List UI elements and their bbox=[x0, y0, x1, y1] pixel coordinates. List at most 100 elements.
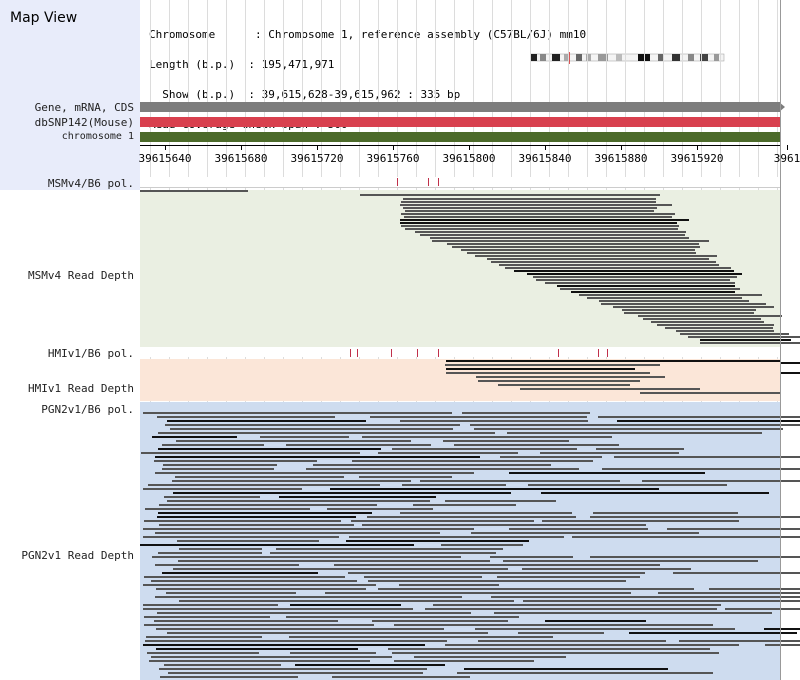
read-alignment[interactable] bbox=[533, 276, 737, 278]
read-alignment[interactable] bbox=[467, 252, 696, 254]
read-alignment[interactable] bbox=[368, 580, 626, 582]
read-alignment[interactable] bbox=[518, 632, 604, 634]
read-alignment[interactable] bbox=[399, 584, 499, 586]
read-alignment[interactable] bbox=[178, 560, 490, 562]
read-alignment[interactable] bbox=[148, 484, 380, 486]
read-alignment[interactable] bbox=[587, 297, 742, 299]
read-alignment[interactable] bbox=[145, 640, 447, 642]
read-alignment[interactable] bbox=[599, 300, 749, 302]
read-alignment[interactable] bbox=[503, 560, 758, 562]
track-gene-bar[interactable] bbox=[140, 102, 780, 112]
read-alignment[interactable] bbox=[145, 508, 310, 510]
read-alignment[interactable] bbox=[470, 424, 800, 426]
read-alignment[interactable] bbox=[394, 660, 534, 662]
read-alignment[interactable] bbox=[400, 204, 672, 206]
snp-marker[interactable] bbox=[438, 349, 439, 357]
track-chromosome-bar[interactable] bbox=[140, 132, 780, 142]
read-alignment[interactable] bbox=[400, 219, 689, 221]
read-alignment[interactable] bbox=[425, 608, 717, 610]
read-alignment[interactable] bbox=[157, 516, 356, 518]
read-alignment[interactable] bbox=[579, 294, 762, 296]
snp-marker[interactable] bbox=[598, 349, 599, 357]
read-alignment[interactable] bbox=[155, 532, 440, 534]
read-alignment[interactable] bbox=[167, 632, 488, 634]
read-alignment[interactable] bbox=[491, 596, 800, 598]
read-alignment[interactable] bbox=[464, 668, 668, 670]
read-alignment[interactable] bbox=[454, 444, 619, 446]
read-alignment[interactable] bbox=[494, 612, 772, 614]
read-alignment[interactable] bbox=[349, 536, 564, 538]
read-alignment[interactable] bbox=[651, 321, 764, 323]
read-alignment[interactable] bbox=[334, 564, 660, 566]
read-alignment[interactable] bbox=[154, 620, 338, 622]
read-alignment[interactable] bbox=[143, 584, 376, 586]
read-alignment[interactable] bbox=[143, 644, 425, 646]
read-alignment[interactable] bbox=[401, 201, 656, 203]
read-alignment[interactable] bbox=[522, 568, 691, 570]
read-alignment[interactable] bbox=[159, 524, 354, 526]
read-alignment[interactable] bbox=[413, 504, 516, 506]
snp-marker[interactable] bbox=[357, 349, 358, 357]
read-alignment[interactable] bbox=[351, 520, 534, 522]
read-alignment[interactable] bbox=[445, 364, 660, 366]
read-alignment[interactable] bbox=[593, 512, 738, 514]
read-alignment[interactable] bbox=[471, 532, 699, 534]
read-alignment[interactable] bbox=[330, 488, 659, 490]
read-alignment[interactable] bbox=[378, 452, 518, 454]
read-alignment[interactable] bbox=[490, 556, 573, 558]
read-alignment[interactable] bbox=[764, 628, 800, 630]
snp-marker[interactable] bbox=[438, 178, 439, 186]
read-alignment[interactable] bbox=[165, 424, 460, 426]
read-alignment[interactable] bbox=[400, 222, 677, 224]
read-alignment[interactable] bbox=[638, 315, 782, 317]
read-alignment[interactable] bbox=[146, 636, 262, 638]
read-alignment[interactable] bbox=[172, 480, 411, 482]
read-alignment[interactable] bbox=[498, 384, 630, 386]
read-alignment[interactable] bbox=[643, 318, 761, 320]
read-alignment[interactable] bbox=[392, 652, 719, 654]
read-alignment[interactable] bbox=[505, 267, 731, 269]
read-alignment[interactable] bbox=[359, 476, 452, 478]
read-alignment[interactable] bbox=[144, 616, 270, 618]
read-alignment[interactable] bbox=[657, 324, 774, 326]
read-alignment[interactable] bbox=[162, 444, 264, 446]
read-alignment[interactable] bbox=[405, 210, 654, 212]
read-alignment[interactable] bbox=[673, 572, 800, 574]
read-alignment[interactable] bbox=[497, 576, 640, 578]
read-alignment[interactable] bbox=[509, 472, 705, 474]
hmi-depth-panel[interactable] bbox=[140, 359, 780, 401]
read-alignment[interactable] bbox=[499, 264, 719, 266]
read-alignment[interactable] bbox=[143, 488, 302, 490]
read-alignment[interactable] bbox=[149, 660, 370, 662]
read-alignment[interactable] bbox=[154, 460, 317, 462]
read-alignment[interactable] bbox=[401, 213, 675, 215]
read-alignment[interactable] bbox=[665, 327, 773, 329]
read-alignment[interactable] bbox=[601, 303, 766, 305]
read-alignment[interactable] bbox=[144, 520, 341, 522]
read-alignment[interactable] bbox=[290, 604, 401, 606]
read-alignment[interactable] bbox=[667, 528, 800, 530]
track-dbsnp-bar[interactable] bbox=[140, 117, 780, 127]
read-alignment[interactable] bbox=[155, 596, 462, 598]
read-alignment[interactable] bbox=[152, 436, 237, 438]
read-alignment[interactable] bbox=[401, 225, 679, 227]
read-alignment[interactable] bbox=[402, 484, 506, 486]
read-alignment[interactable] bbox=[478, 380, 640, 382]
read-alignment[interactable] bbox=[400, 512, 572, 514]
read-alignment[interactable] bbox=[306, 468, 579, 470]
read-alignment[interactable] bbox=[364, 576, 482, 578]
read-alignment[interactable] bbox=[640, 392, 780, 394]
read-alignment[interactable] bbox=[403, 198, 656, 200]
read-alignment[interactable] bbox=[404, 216, 672, 218]
read-alignment[interactable] bbox=[176, 440, 411, 442]
read-alignment[interactable] bbox=[141, 452, 360, 454]
read-alignment[interactable] bbox=[545, 282, 735, 284]
read-alignment[interactable] bbox=[156, 588, 366, 590]
read-alignment[interactable] bbox=[151, 656, 392, 658]
read-alignment[interactable] bbox=[765, 644, 800, 646]
read-alignment[interactable] bbox=[155, 456, 480, 458]
read-alignment[interactable] bbox=[590, 516, 800, 518]
read-alignment[interactable] bbox=[478, 640, 666, 642]
read-alignment[interactable] bbox=[780, 362, 800, 364]
read-alignment[interactable] bbox=[168, 672, 423, 674]
